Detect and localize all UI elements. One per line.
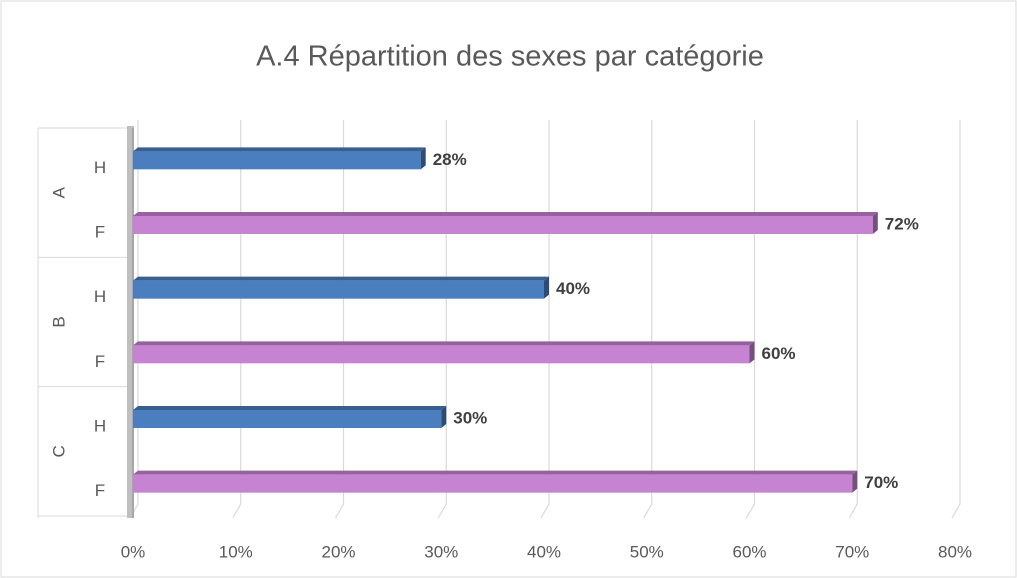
axis-wall [127, 126, 134, 518]
value-label: 60% [762, 344, 796, 363]
bar-side [852, 470, 858, 493]
x-tick-label: 0% [121, 542, 146, 561]
bar [133, 410, 442, 428]
category-label: H [94, 158, 106, 177]
category-label: F [95, 222, 105, 241]
grid-line [334, 120, 345, 519]
value-label: 40% [556, 279, 590, 298]
category-label: F [95, 352, 105, 371]
bar-side [872, 212, 878, 234]
category-label: H [94, 287, 106, 306]
x-tick-label: 10% [219, 542, 253, 561]
x-tick-label: 60% [732, 542, 766, 561]
grid-line [643, 120, 653, 519]
chart-title: A.4 Répartition des sexes par catégorie [256, 41, 764, 73]
group-label: A [49, 186, 68, 198]
x-tick-label: 40% [527, 542, 561, 561]
grid-line [745, 120, 756, 519]
grid-line [951, 120, 961, 519]
grid-line [232, 120, 242, 519]
bar [133, 474, 853, 493]
grid-line [848, 120, 858, 519]
value-label: 30% [453, 408, 487, 427]
bar-top [133, 212, 878, 216]
group-label: C [49, 445, 68, 457]
category-label: H [94, 416, 106, 435]
grid-line [540, 120, 550, 519]
x-tick-label: 20% [321, 542, 355, 561]
bar [133, 280, 544, 299]
grid-line [437, 120, 447, 519]
bar-top [133, 341, 755, 346]
x-tick-label: 50% [630, 542, 664, 561]
value-label: 72% [885, 214, 919, 233]
bar-side [544, 276, 549, 299]
bar-top [133, 470, 858, 475]
bar-top [133, 276, 549, 281]
bar [133, 345, 750, 364]
x-tick-label: 30% [424, 542, 458, 561]
group-label: B [49, 316, 68, 327]
bar [133, 151, 421, 170]
x-tick-label: 70% [835, 542, 869, 561]
bar-side [749, 341, 755, 364]
value-label: 28% [433, 150, 467, 169]
bar-side [441, 406, 447, 428]
bar-side [420, 147, 426, 170]
bar [133, 216, 873, 234]
category-label: F [95, 481, 105, 500]
bar-top [133, 406, 447, 410]
bar-top [133, 147, 426, 152]
value-label: 70% [864, 473, 898, 492]
x-tick-label: 80% [938, 542, 972, 561]
